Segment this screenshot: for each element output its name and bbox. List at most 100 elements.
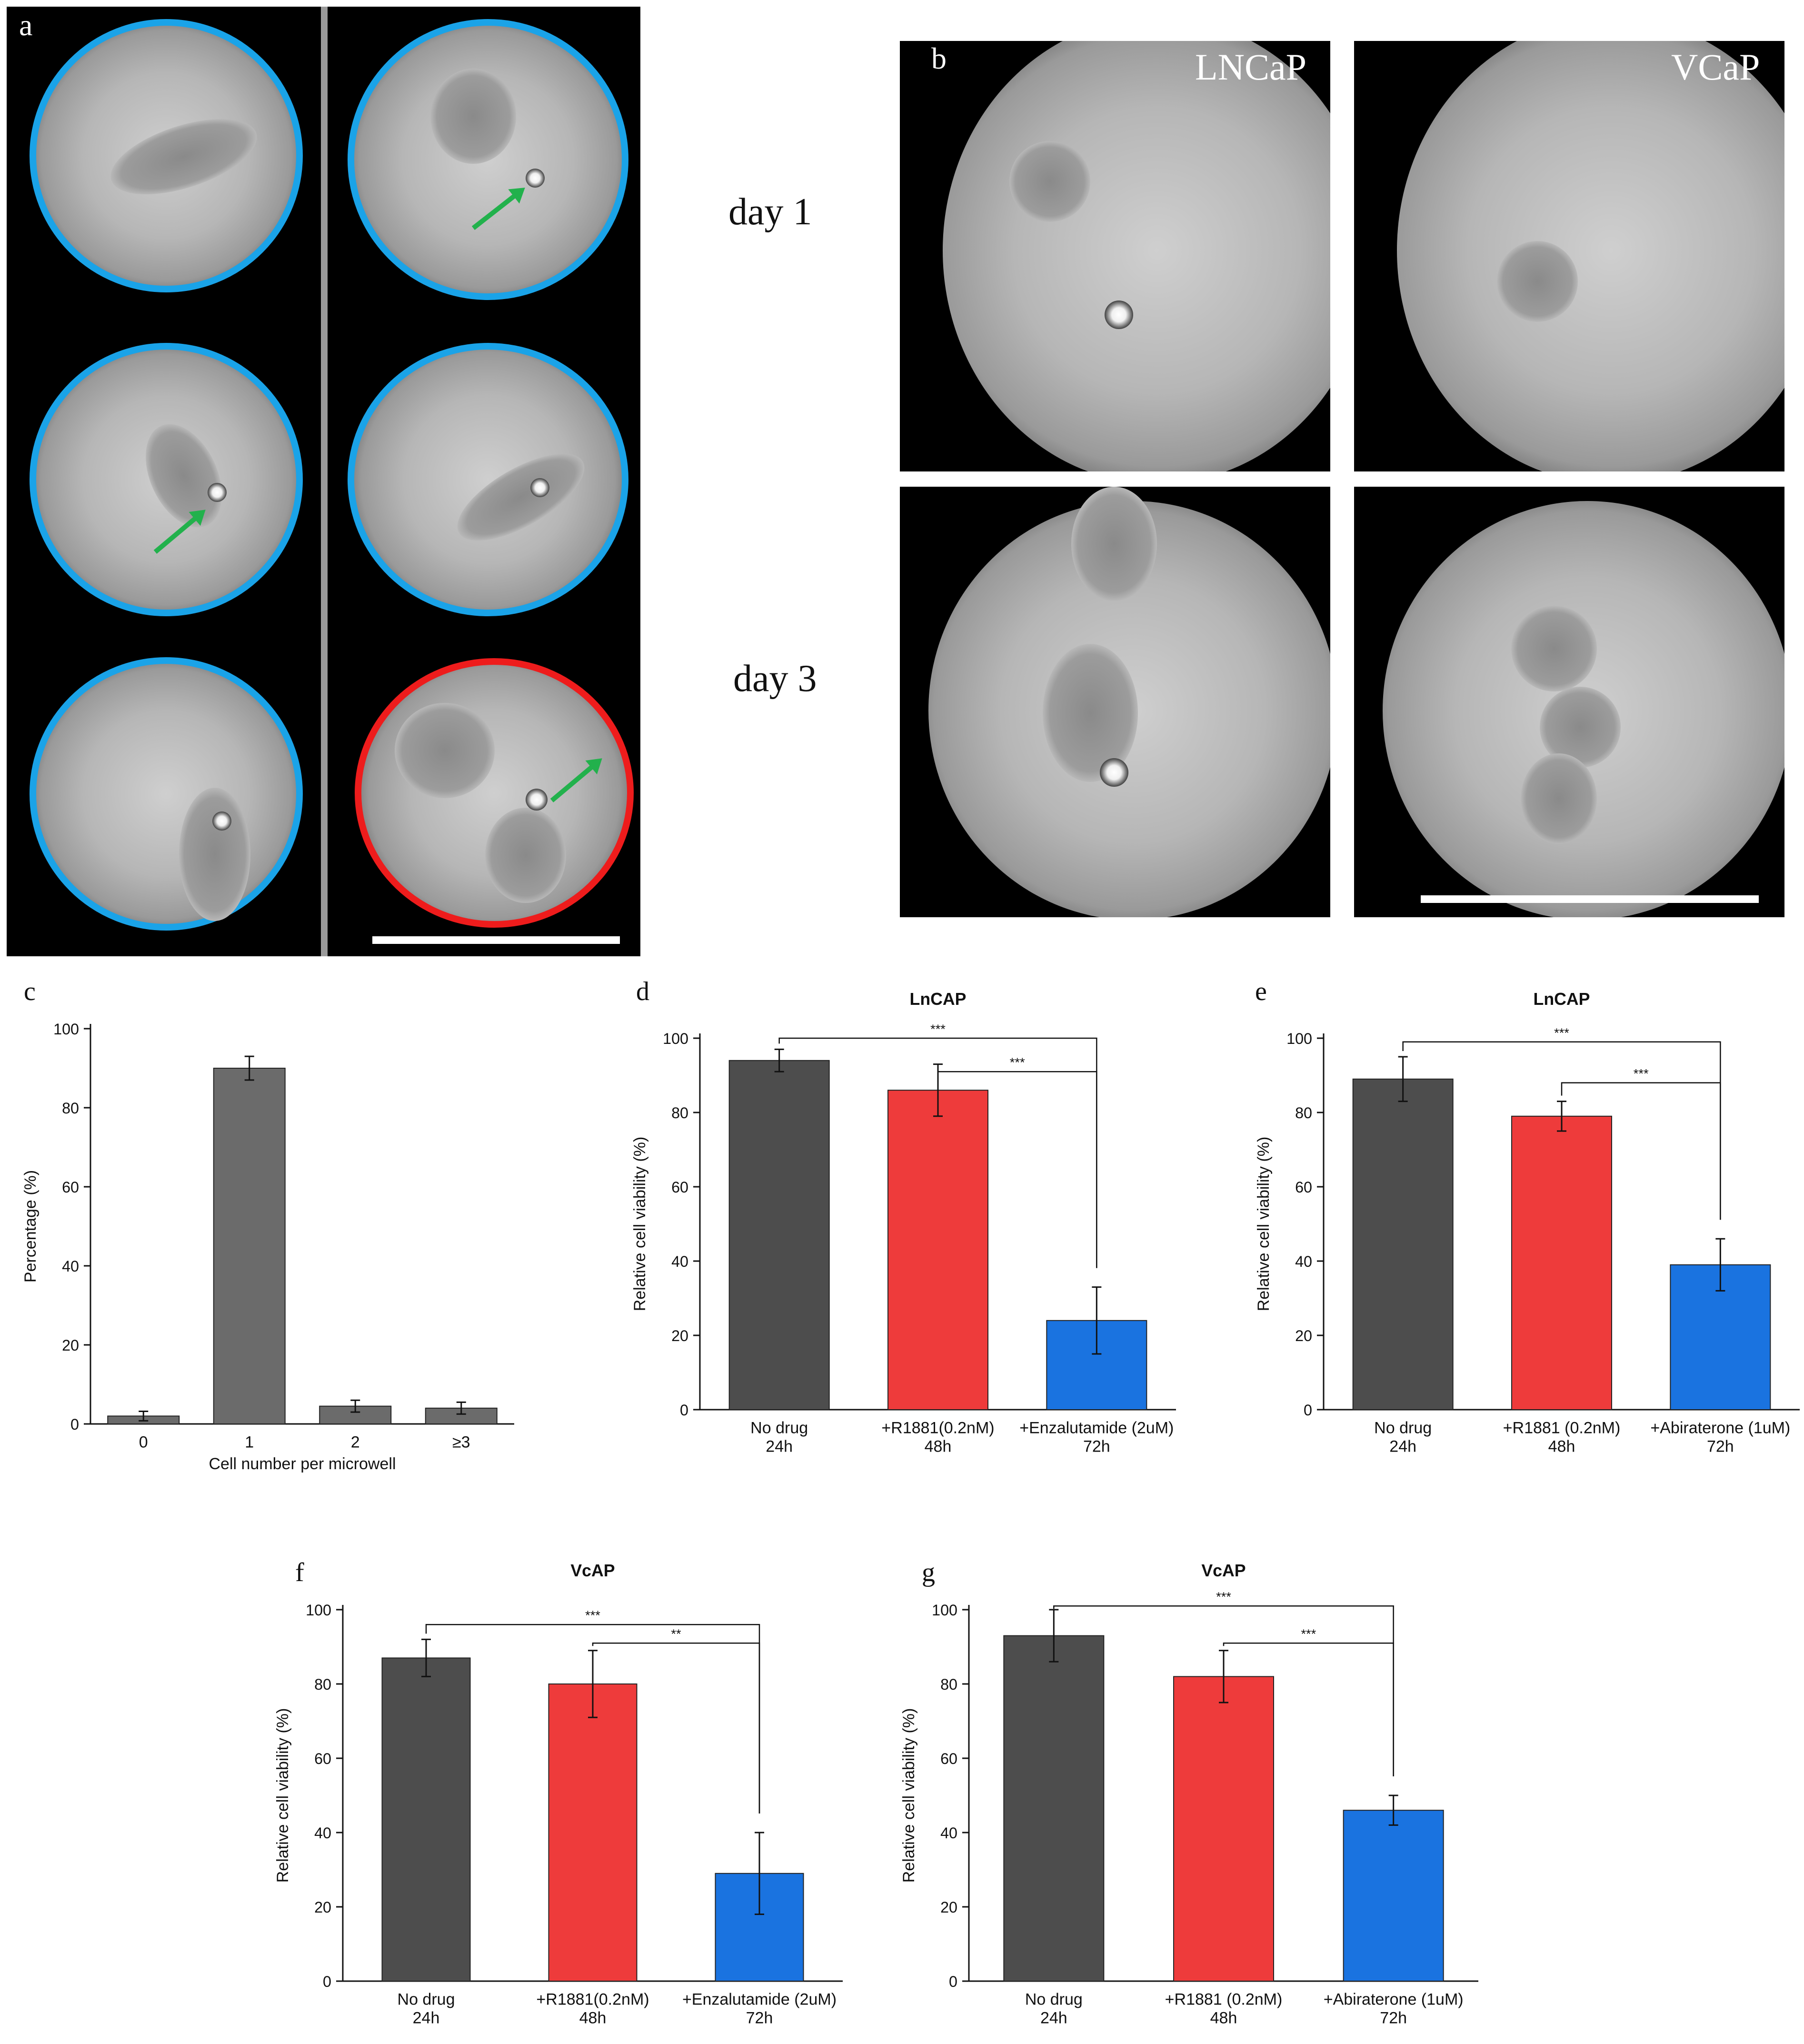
microwell [1397, 41, 1784, 471]
y-tick-label: 40 [1295, 1253, 1312, 1270]
bead [526, 789, 548, 811]
significance-label: ** [671, 1626, 681, 1641]
panel-b-letter: b [931, 41, 947, 75]
x-axis-label: Cell number per microwell [209, 1455, 396, 1473]
x-tick-label: ≥3 [452, 1433, 470, 1451]
panel-b-vcap-day3 [1354, 487, 1784, 917]
y-axis-label: Relative cell viability (%) [274, 1708, 292, 1883]
column-label-vcap: VCaP [1671, 46, 1760, 88]
x-tick-label: +Enzalutamide (2uM) [1019, 1419, 1174, 1437]
significance-label: *** [585, 1608, 600, 1623]
cell [395, 703, 495, 798]
y-axis-label: Relative cell viability (%) [1255, 1137, 1273, 1312]
chart-title: LnCAP [1534, 990, 1590, 1009]
chart-title: VcAP [570, 1561, 615, 1580]
y-tick-label: 80 [1295, 1104, 1312, 1122]
bead [212, 812, 231, 831]
x-tick-label: +R1881(0.2nM) [881, 1419, 994, 1437]
y-tick-label: 100 [1286, 1030, 1312, 1047]
microwell-single-cell [348, 343, 628, 616]
significance-bracket [937, 1071, 1097, 1268]
y-tick-label: 20 [940, 1899, 957, 1916]
y-tick-label: 0 [70, 1416, 79, 1433]
x-tick-label: 72h [1707, 1437, 1734, 1455]
y-tick-label: 40 [940, 1824, 957, 1842]
x-tick-label: +Abiraterone (1uM) [1650, 1419, 1790, 1437]
microwell-single-cell [348, 19, 628, 300]
y-tick-label: 60 [671, 1179, 688, 1196]
y-tick-label: 20 [62, 1337, 79, 1354]
panel-d-letter: d [636, 977, 649, 1006]
y-tick-label: 60 [1295, 1179, 1312, 1196]
significance-bracket [1223, 1642, 1394, 1776]
bar [1352, 1078, 1454, 1411]
bar [548, 1683, 638, 1982]
x-tick-label: 48h [1548, 1437, 1575, 1455]
cell [1043, 644, 1138, 782]
x-tick-label: 24h [766, 1437, 793, 1455]
bar [213, 1068, 286, 1424]
bar [1343, 1810, 1444, 1982]
x-tick-label: 72h [1083, 1437, 1110, 1455]
y-tick-label: 100 [663, 1030, 688, 1047]
y-axis-label: Relative cell viability (%) [631, 1137, 649, 1312]
cell [1009, 141, 1090, 222]
panel-a-letter: a [19, 8, 33, 42]
cell [179, 788, 250, 921]
chart-title: VcAP [1201, 1561, 1246, 1580]
scale-bar [1421, 895, 1759, 903]
cell [485, 808, 566, 903]
panel-g-letter: g [922, 1558, 935, 1587]
significance-label: *** [1216, 1589, 1231, 1604]
y-tick-label: 60 [940, 1750, 957, 1767]
panel-c-letter: c [24, 977, 36, 1006]
microwell-single-cell [30, 343, 303, 616]
y-tick-label: 60 [314, 1750, 331, 1767]
significance-label: *** [1301, 1626, 1316, 1641]
y-tick-label: 100 [306, 1602, 331, 1619]
y-tick-label: 80 [940, 1676, 957, 1693]
bar [1003, 1635, 1105, 1982]
chart-d: 0 20 40 60 80 100 Relative cell viability (%) L… [631, 990, 1176, 1455]
y-tick-label: 80 [62, 1100, 79, 1117]
significance-label: *** [1010, 1055, 1025, 1070]
significance-label: *** [930, 1022, 946, 1036]
panel-b-lncap-day1 [900, 41, 1330, 471]
y-tick-label: 20 [1295, 1327, 1312, 1344]
microwell [943, 41, 1330, 471]
y-tick-label: 100 [932, 1602, 957, 1619]
panel-f-letter: f [295, 1558, 304, 1587]
bar [381, 1657, 471, 1982]
x-tick-label: +Abiraterone (1uM) [1324, 1990, 1464, 2008]
y-tick-label: 100 [53, 1021, 79, 1038]
bead [530, 478, 549, 497]
x-tick-label: 72h [746, 2009, 773, 2027]
bead [208, 483, 227, 502]
y-axis-label: Relative cell viability (%) [900, 1708, 918, 1883]
bar [1173, 1676, 1274, 1982]
cell [1071, 487, 1157, 601]
x-tick-label: 72h [1380, 2009, 1407, 2027]
x-tick-label: 1 [245, 1433, 254, 1451]
y-tick-label: 60 [62, 1179, 79, 1196]
significance-label: *** [1554, 1025, 1569, 1040]
x-tick-label: 2 [351, 1433, 360, 1451]
x-tick-label: 24h [1040, 2009, 1067, 2027]
x-tick-label: +R1881 (0.2nM) [1503, 1419, 1621, 1437]
chart-e: 0 20 40 60 80 100 Relative cell viability (%) L… [1255, 990, 1800, 1455]
chart-f: 0 20 40 60 80 100 Relative cell viability (%) V… [274, 1561, 843, 2027]
panel-a-divider [321, 7, 328, 956]
y-tick-label: 80 [671, 1104, 688, 1122]
bar [1511, 1115, 1612, 1410]
microwell-single-cell [30, 19, 303, 292]
x-tick-label: 24h [1389, 1437, 1416, 1455]
cell [445, 437, 597, 558]
green-arrow-icon [471, 191, 520, 230]
microwell-single-cell [30, 657, 303, 931]
y-axis-label: Percentage (%) [21, 1170, 40, 1283]
y-tick-label: 40 [671, 1253, 688, 1270]
y-tick-label: 0 [323, 1973, 331, 1990]
green-arrow-icon [550, 762, 598, 802]
cell [1497, 241, 1578, 322]
x-tick-label: 48h [1210, 2009, 1237, 2027]
